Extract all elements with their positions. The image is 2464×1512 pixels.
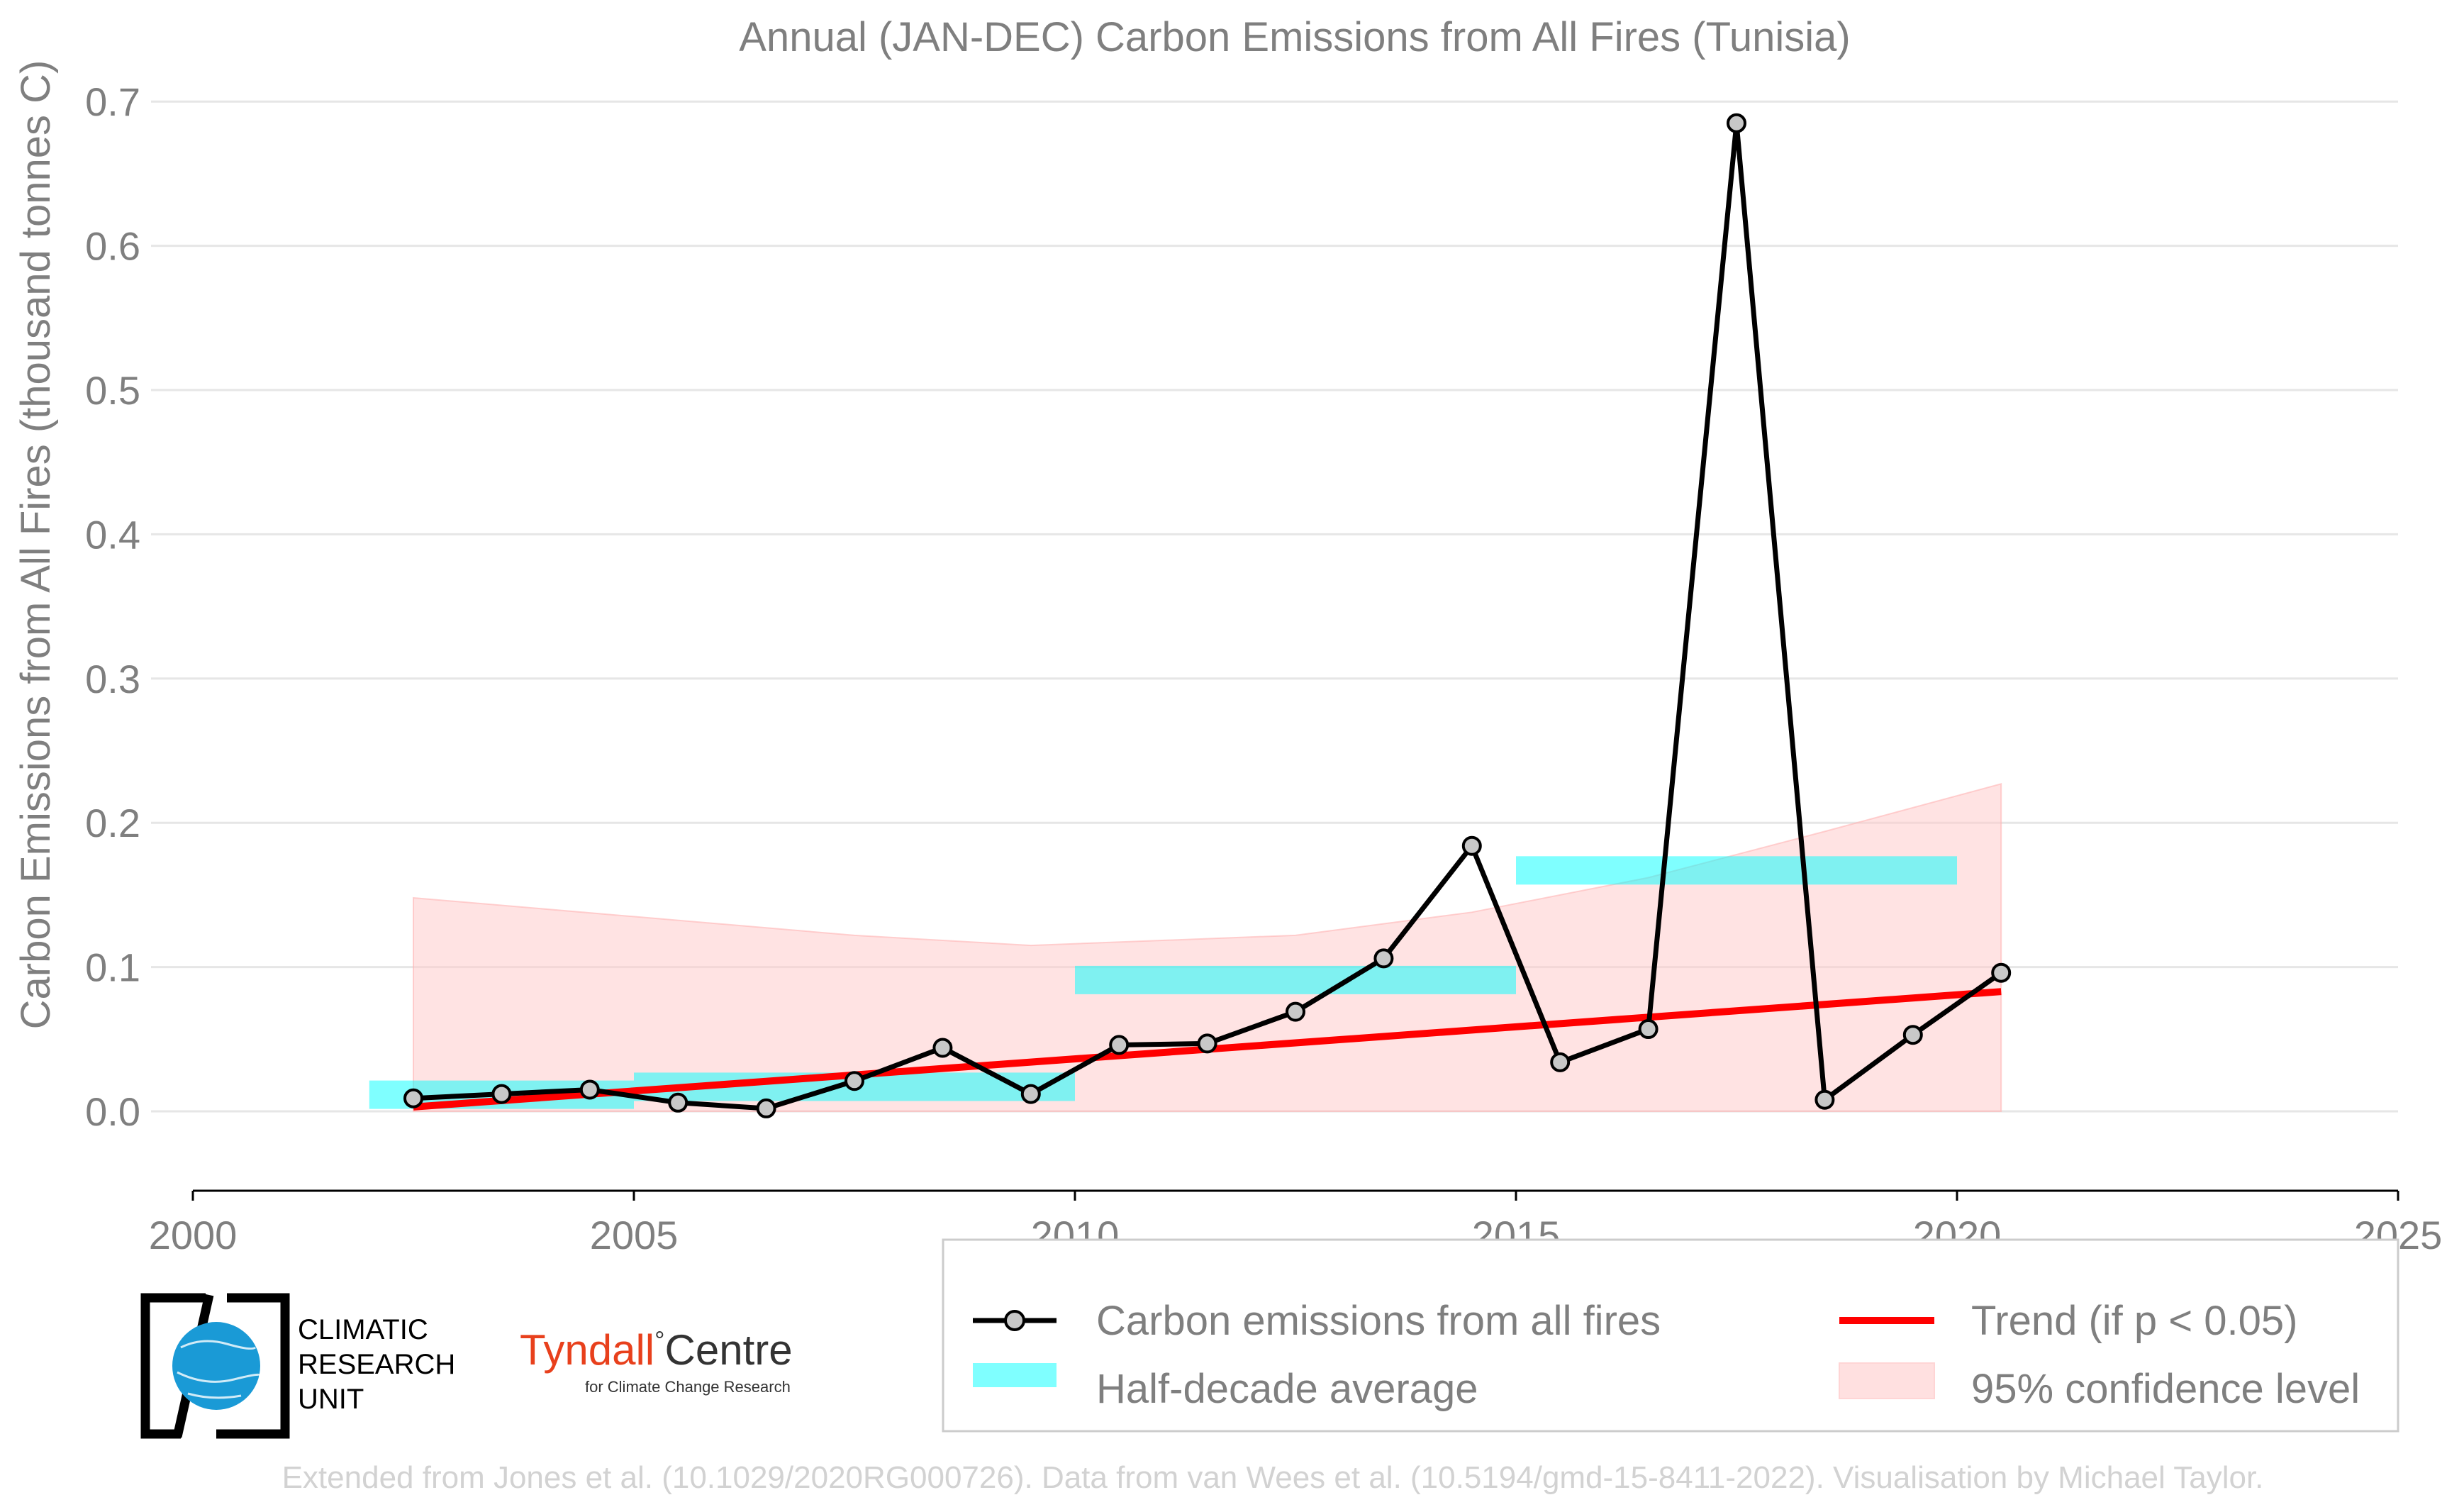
globe-icon	[172, 1322, 260, 1410]
legend-label-emissions: Carbon emissions from all fires	[1096, 1298, 1661, 1344]
y-tick-label: 0.0	[85, 1089, 140, 1134]
data-point	[491, 1084, 512, 1104]
y-tick-label: 0.5	[85, 368, 140, 413]
half-decade-bar	[1075, 965, 1516, 994]
y-tick-label: 0.2	[85, 801, 140, 845]
legend: Carbon emissions from all fires Half-dec…	[942, 1238, 2399, 1433]
chart-title: Annual (JAN-DEC) Carbon Emissions from A…	[739, 14, 1850, 60]
y-tick-label: 0.7	[85, 79, 140, 124]
legend-label-half-decade: Half-decade average	[1096, 1366, 1478, 1412]
legend-frame	[942, 1238, 2399, 1433]
data-point	[1638, 1019, 1659, 1040]
y-tick-label: 0.1	[85, 945, 140, 990]
data-point	[1020, 1084, 1041, 1104]
x-tick-label: 2005	[590, 1213, 679, 1257]
data-point	[1902, 1025, 1923, 1045]
cru-text-2: RESEARCH	[298, 1349, 455, 1380]
cru-text-3: UNIT	[298, 1384, 364, 1415]
y-tick-label: 0.3	[85, 657, 140, 701]
axes	[191, 1189, 2399, 1201]
footer-credit: Extended from Jones et al. (10.1029/2020…	[282, 1460, 2264, 1495]
legend-half-decade-swatch	[973, 1363, 1057, 1387]
data-point	[1197, 1033, 1217, 1054]
data-point	[1814, 1089, 1835, 1110]
legend-label-trend: Trend (if p < 0.05)	[1971, 1298, 2297, 1344]
half-decade-bar	[1516, 856, 1957, 885]
emissions-series	[403, 113, 2012, 1118]
y-tick-label: 0.4	[85, 512, 140, 557]
data-point	[1461, 835, 1482, 856]
data-point	[756, 1098, 776, 1118]
confidence-band-area	[413, 782, 2002, 1112]
cru-logo: CLIMATIC RESEARCH UNIT	[140, 1293, 455, 1439]
data-point	[1373, 948, 1394, 969]
tyndall-wordmark: Tyndall°Centre	[520, 1325, 793, 1374]
y-tick-label: 0.6	[85, 224, 140, 269]
confidence-band	[413, 782, 2002, 1112]
data-point	[1991, 962, 2012, 983]
x-tick-label: 2000	[149, 1213, 238, 1257]
y-tick-labels: 0.0 0.1 0.2 0.3 0.4 0.5 0.6 0.7	[85, 79, 140, 1134]
legend-confidence-swatch	[1839, 1362, 1935, 1399]
data-point	[403, 1088, 423, 1108]
legend-label-confidence: 95% confidence level	[1971, 1366, 2360, 1412]
data-point	[1550, 1052, 1571, 1072]
data-point	[1727, 113, 1746, 133]
globe-lines	[177, 1340, 261, 1399]
data-point	[1109, 1035, 1130, 1055]
tyndall-subtitle: for Climate Change Research	[585, 1378, 791, 1396]
cru-bracket-left	[140, 1293, 206, 1439]
cru-text-1: CLIMATIC	[298, 1314, 428, 1345]
y-axis-label: Carbon Emissions from All Fires (thousan…	[13, 60, 59, 1030]
data-point	[932, 1038, 953, 1058]
cru-bracket-right	[216, 1293, 290, 1439]
data-point	[579, 1079, 600, 1100]
data-point	[844, 1071, 864, 1091]
data-point	[668, 1092, 689, 1113]
data-point	[1286, 1001, 1305, 1022]
legend-marker-swatch	[1004, 1310, 1025, 1331]
tyndall-logo: Tyndall°Centre for Climate Change Resear…	[520, 1325, 793, 1396]
